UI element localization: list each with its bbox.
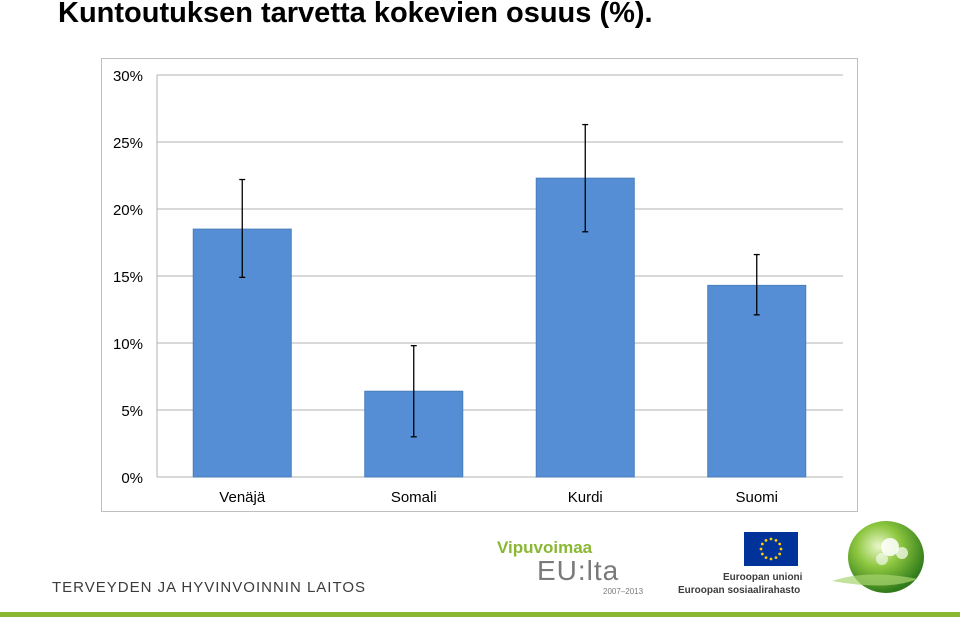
y-tick-label: 30% [113,68,143,85]
eu-star-icon [759,547,763,551]
eu-star-icon [769,557,773,561]
program-years: 2007–2013 [603,587,644,596]
y-tick-label: 15% [113,269,143,286]
eu-star-icon [760,542,764,546]
eu-star-icon [774,538,778,542]
vipuvoimaa-logo-text: Vipuvoimaa [497,538,593,557]
x-tick-label: Kurdi [568,489,603,506]
chart-title: Kuntoutuksen tarvetta kokevien osuus (%)… [58,0,653,29]
eu-lta-logo-text: EU:lta [537,555,620,586]
y-tick-label: 10% [113,336,143,353]
y-tick-label: 20% [113,202,143,219]
eu-star-icon [764,556,768,560]
eu-flag-icon [744,532,798,566]
bar-chart: 0% 5% 10% 15% 20% 25% 30% Venäjä Somali Kurdi Suom… [113,68,843,506]
eu-star-icon [764,538,768,542]
eu-star-icon [779,547,783,551]
eu-star-icon [778,542,782,546]
eu-star-icon [774,556,778,560]
footer-accent-line [0,612,960,617]
y-tick-label: 0% [121,470,143,487]
vipuvoimaa-logo: Vipuvoimaa EU:lta 2007–2013 [497,538,657,598]
eu-star-icon [769,537,773,541]
x-tick-label: Somali [391,489,437,506]
eu-star-icon [760,552,764,556]
eu-logo: Euroopan unioni Euroopan sosiaalirahasto [678,532,803,598]
eu-star-icon [778,552,782,556]
x-tick-label: Venäjä [219,489,266,506]
x-tick-label: Suomi [735,489,778,506]
y-tick-label: 5% [121,403,143,420]
green-globe-icon [832,521,924,593]
y-tick-label: 25% [113,135,143,152]
bar [707,284,807,478]
eu-fund-label: Euroopan sosiaalirahasto [678,585,801,596]
eu-union-label: Euroopan unioni [723,572,803,583]
organization-name: TERVEYDEN JA HYVINVOINNIN LAITOS [52,579,367,596]
chart-frame: 0% 5% 10% 15% 20% 25% 30% Venäjä Somali Kurdi Suom… [101,58,858,512]
